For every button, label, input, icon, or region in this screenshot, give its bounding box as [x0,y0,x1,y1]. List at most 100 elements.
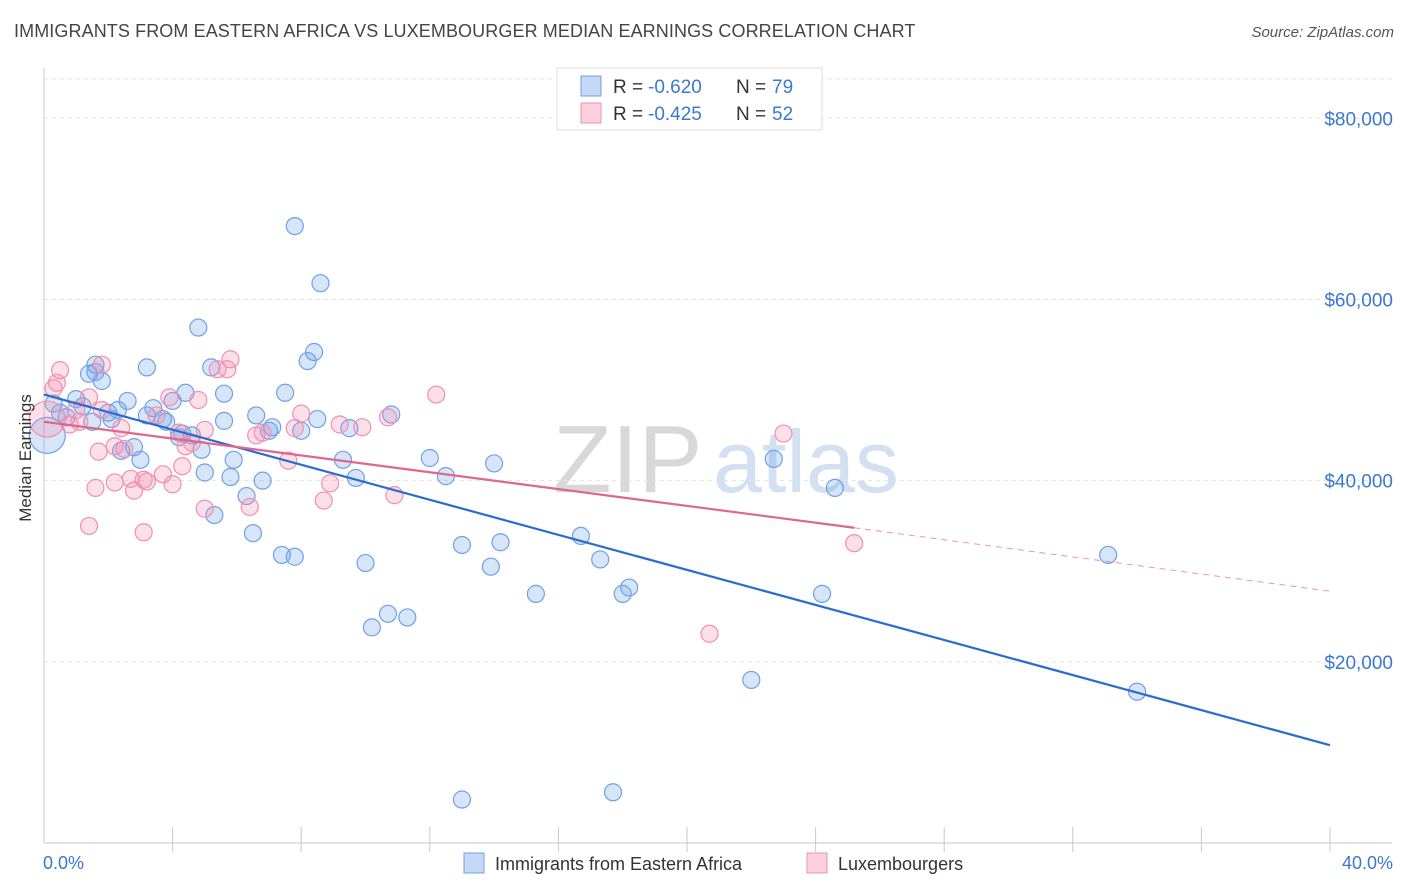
luxembourger-point-48 [700,624,719,643]
eastern-africa-point-49 [304,342,324,362]
y-tick-label-2: $60,000 [1324,290,1393,311]
stats-r-label-2: R = [613,104,643,125]
luxembourger-point-8 [79,516,99,536]
eastern-africa-point-37 [237,486,256,506]
eastern-africa-point-31 [202,358,221,377]
luxembourger-point-41 [292,404,311,423]
luxembourger-point-25 [163,475,182,494]
stats-swatch-luxembourgers [580,102,602,124]
luxembourger-point-7 [79,388,99,407]
luxembourger-point-43 [321,474,340,493]
eastern-africa-point-60 [420,448,439,468]
trend-line-0 [43,393,1331,747]
eastern-africa-point-58 [382,405,401,424]
eastern-africa-point-66 [526,584,545,603]
y-axis-label: Median Earnings [16,394,35,522]
eastern-africa-point-72 [764,449,783,469]
luxembourger-point-9 [86,478,105,497]
luxembourger-point-30 [189,390,208,410]
eastern-africa-point-9 [86,355,105,374]
eastern-africa-point-50 [308,409,327,429]
eastern-africa-point-63 [481,557,500,576]
watermark-zip: ZIP [553,406,702,513]
eastern-africa-point-28 [189,318,208,337]
eastern-africa-point-51 [311,274,330,293]
eastern-africa-point-33 [214,411,234,430]
luxembourger-point-16 [115,439,134,459]
stats-n-label-1: N = [736,77,766,98]
luxembourger-point-51 [427,385,446,404]
chart-source: Source: ZipAtlas.com [1251,24,1394,41]
eastern-africa-point-48 [298,351,317,371]
luxembourger-point-19 [134,470,153,489]
trend-lines [43,393,1331,747]
luxembourger-point-36 [240,497,259,517]
luxembourger-point-3 [50,361,70,380]
eastern-africa-point-68 [591,550,610,569]
eastern-africa-point-42 [263,418,282,437]
eastern-africa-point-17 [131,450,150,469]
chart-title: IMMIGRANTS FROM EASTERN AFRICA VS LUXEMB… [14,21,916,41]
eastern-africa-point-32 [205,505,224,525]
eastern-africa-point-73 [812,584,832,603]
series-legend: Immigrants from Eastern Africa Luxembour… [463,852,963,874]
eastern-africa-point-75 [1099,545,1118,565]
eastern-africa-point-59 [398,608,417,627]
luxembourger-point-22 [147,406,166,425]
luxembourger-point-46 [378,408,398,427]
eastern-africa-point-70 [620,578,639,597]
y-tick-label-3: $80,000 [1324,109,1393,130]
luxembourger-point-32 [195,499,214,518]
x-max-label: 40.0% [1342,853,1393,873]
eastern-africa-point-0 [28,416,66,454]
luxembourger-point-49 [774,424,793,443]
luxembourger-point-10 [89,442,108,461]
luxembourger-point-23 [153,465,173,484]
luxembourger-point-45 [353,418,372,437]
eastern-africa-point-55 [356,553,375,573]
eastern-africa-point-56 [362,618,382,637]
luxembourger-point-14 [105,473,124,492]
stats-n-value-1: 79 [772,77,793,98]
eastern-africa-point-46 [285,216,304,236]
eastern-africa-point-39 [247,406,266,425]
stats-legend: R = -0.620 N = 79 R = -0.425 N = 52 [556,67,823,131]
eastern-africa-point-78 [603,783,623,802]
stats-r-value-2: -0.425 [648,104,702,125]
luxembourger-point-15 [112,419,131,438]
luxembourger-point-24 [160,388,179,407]
luxembourger-point-0 [28,400,66,438]
eastern-africa-point-30 [195,463,214,482]
stats-swatch-eastern-africa [580,75,602,97]
eastern-africa-point-15 [118,391,137,411]
luxembourger-point-38 [253,423,272,442]
luxembourger-point-33 [208,360,227,379]
eastern-africa-point-36 [224,450,243,469]
legend-item-luxembourgers[interactable]: Luxembourgers [806,852,963,874]
luxembourger-point-27 [173,457,192,476]
y-tick-labels: $20,000 $40,000 $60,000 $80,000 [1324,109,1393,674]
eastern-africa-point-34 [214,384,234,403]
axes [43,68,1392,844]
watermark-atlas: atlas [713,412,899,511]
eastern-africa-point-44 [276,383,295,402]
luxembourger-point-12 [92,355,111,374]
luxembourger-point-21 [137,472,156,491]
luxembourger-point-44 [330,415,349,434]
eastern-africa-point-10 [92,371,111,391]
luxembourger-point-50 [845,534,864,553]
eastern-africa-point-65 [491,533,510,552]
luxembourger-point-42 [314,491,333,510]
stats-n-value-2: 52 [772,104,793,125]
legend-label-luxembourgers: Luxembourgers [838,854,963,874]
eastern-africa-point-7 [83,412,102,431]
eastern-africa-point-19 [137,358,156,377]
y-tick-label-0: $20,000 [1324,653,1393,674]
luxembourger-point-34 [218,360,237,379]
legend-label-eastern-africa: Immigrants from Eastern Africa [495,854,743,874]
legend-item-eastern-africa[interactable]: Immigrants from Eastern Africa [463,852,743,874]
stats-n-label-2: N = [736,104,766,125]
trend-line-extension-1 [854,527,1331,592]
